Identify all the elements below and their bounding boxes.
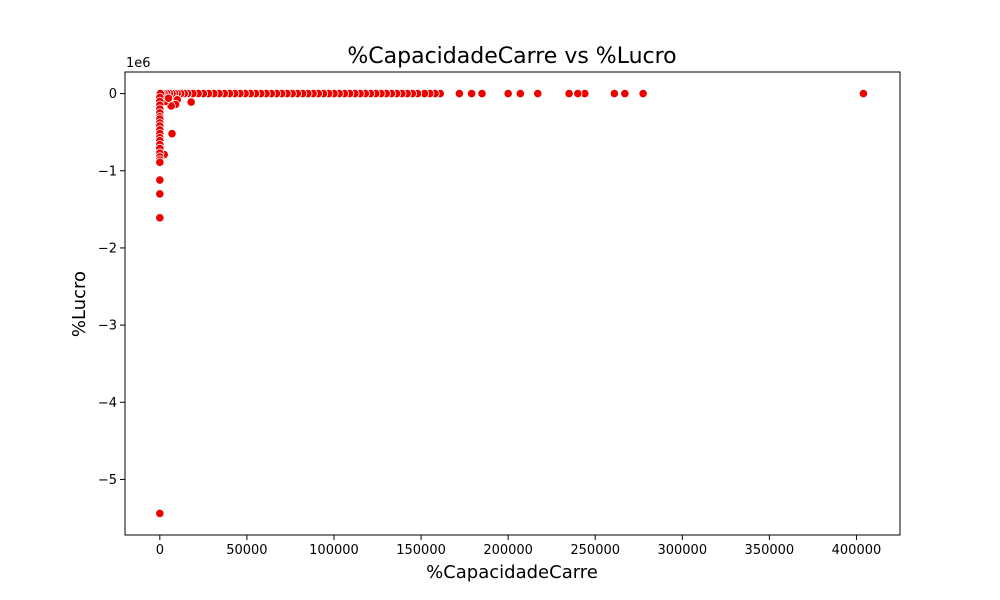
- data-point: [477, 89, 487, 99]
- data-point: [638, 89, 648, 99]
- data-point: [155, 157, 165, 167]
- data-point: [515, 89, 525, 99]
- y-offset-label: 1e6: [126, 56, 151, 71]
- y-tick-label: −5: [98, 473, 117, 488]
- x-tick-label: 250000: [570, 543, 620, 558]
- plot-area: [124, 71, 901, 536]
- x-tick-label: 0: [156, 543, 164, 558]
- data-point: [620, 89, 630, 99]
- x-axis: 0 50000 100000 150000 200000 250000 300000 3500…: [156, 535, 882, 558]
- data-point: [163, 93, 174, 103]
- x-axis-title: %CapacidadeCarre: [426, 562, 598, 583]
- data-point: [155, 175, 165, 185]
- data-point: [155, 508, 165, 518]
- x-tick-label: 50000: [226, 543, 267, 558]
- data-point: [155, 189, 165, 199]
- y-tick-label: −1: [98, 164, 117, 179]
- data-point: [167, 129, 177, 139]
- y-tick-label: 0: [109, 87, 117, 102]
- y-tick-label: −3: [98, 319, 117, 334]
- y-axis: 0 −1 −2 −3 −4 −5: [98, 87, 125, 488]
- x-tick-label: 300000: [657, 543, 707, 558]
- data-point: [564, 89, 574, 99]
- data-point: [466, 89, 477, 99]
- data-point: [609, 89, 619, 99]
- chart-title: %CapacidadeCarre vs %Lucro: [347, 44, 676, 69]
- data-point: [155, 213, 165, 223]
- data-point: [533, 89, 543, 99]
- x-tick-label: 200000: [483, 543, 533, 558]
- y-tick-label: −4: [98, 396, 117, 411]
- x-tick-label: 350000: [745, 543, 795, 558]
- x-tick-label: 100000: [309, 543, 359, 558]
- data-point: [454, 89, 464, 99]
- data-point: [573, 89, 583, 99]
- y-tick-label: −2: [98, 241, 117, 256]
- data-points: [155, 89, 869, 518]
- data-point: [858, 89, 869, 99]
- y-axis-title: %Lucro: [69, 271, 90, 337]
- x-tick-label: 400000: [832, 543, 882, 558]
- x-tick-label: 150000: [396, 543, 446, 558]
- data-point: [186, 97, 196, 107]
- data-point: [503, 89, 513, 99]
